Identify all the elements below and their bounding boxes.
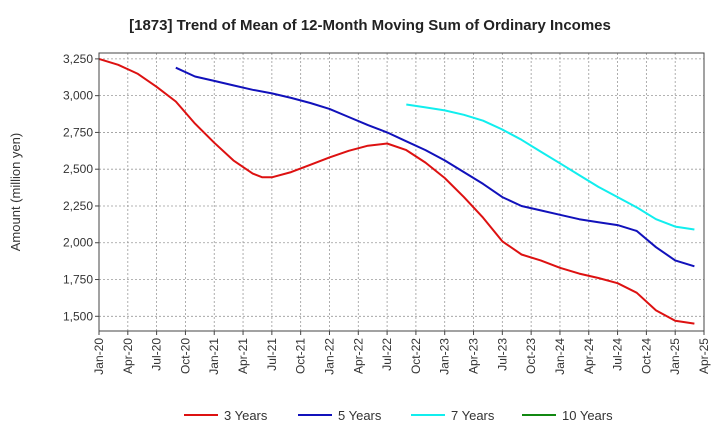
- x-tick-label: Jul-21: [265, 338, 279, 371]
- y-tick-label: 1,500: [63, 309, 93, 323]
- x-tick-label: Oct-23: [524, 338, 538, 374]
- y-tick-labels: 1,500 1,750 2,000 2,250 2,500 2,750 3,000 3,250: [63, 52, 93, 323]
- series-line-3-years: [98, 57, 695, 325]
- legend-label: 7 Years: [451, 408, 495, 423]
- x-tick-label: Oct-22: [409, 338, 423, 374]
- x-tick-label: Apr-25: [697, 338, 711, 374]
- x-tick-label: Jan-21: [207, 338, 221, 375]
- y-tick-label: 2,500: [63, 162, 93, 176]
- x-tick-label: Jul-22: [380, 338, 394, 371]
- x-tick-label: Apr-24: [582, 338, 596, 374]
- x-tick-labels: Jan-20 Apr-20 Jul-20 Oct-20 Jan-21 Apr-21 Jul-…: [92, 338, 711, 375]
- y-tick-label: 2,000: [63, 236, 93, 250]
- x-tick-label: Jan-20: [92, 338, 106, 375]
- x-tick-label: Jan-22: [322, 338, 336, 375]
- series-lines: [98, 57, 695, 325]
- x-tick-label: Apr-22: [351, 338, 365, 374]
- series-line-7-years: [406, 103, 695, 231]
- legend: 3 Years 5 Years 7 Years 10 Years: [184, 408, 613, 423]
- x-tick-label: Jul-24: [611, 338, 625, 371]
- x-tick-label: Oct-20: [178, 338, 192, 374]
- x-tick-label: Jul-23: [495, 338, 509, 371]
- x-tick-label: Oct-21: [294, 338, 308, 374]
- plot-frame: [98, 52, 705, 332]
- x-tick-label: Oct-24: [639, 338, 653, 374]
- y-tick-label: 3,250: [63, 52, 93, 66]
- x-tick-label: Jul-20: [150, 338, 164, 371]
- x-tick-label: Jan-23: [438, 338, 452, 375]
- series-line-5-years: [175, 66, 695, 268]
- y-tick-label: 2,750: [63, 125, 93, 139]
- x-tick-label: Jan-25: [668, 338, 682, 375]
- x-tick-label: Apr-20: [121, 338, 135, 374]
- y-tick-label: 1,750: [63, 273, 93, 287]
- y-tick-label: 2,250: [63, 199, 93, 213]
- x-tick-label: Jan-24: [553, 338, 567, 375]
- x-tick-label: Apr-21: [236, 338, 250, 374]
- legend-label: 10 Years: [562, 408, 613, 423]
- y-tick-label: 3,000: [63, 89, 93, 103]
- y-axis-label: Amount (million yen): [8, 133, 23, 252]
- x-tick-label: Apr-23: [467, 338, 481, 374]
- legend-label: 3 Years: [224, 408, 268, 423]
- chart-title: [1873] Trend of Mean of 12-Month Moving …: [129, 17, 611, 34]
- legend-label: 5 Years: [338, 408, 382, 423]
